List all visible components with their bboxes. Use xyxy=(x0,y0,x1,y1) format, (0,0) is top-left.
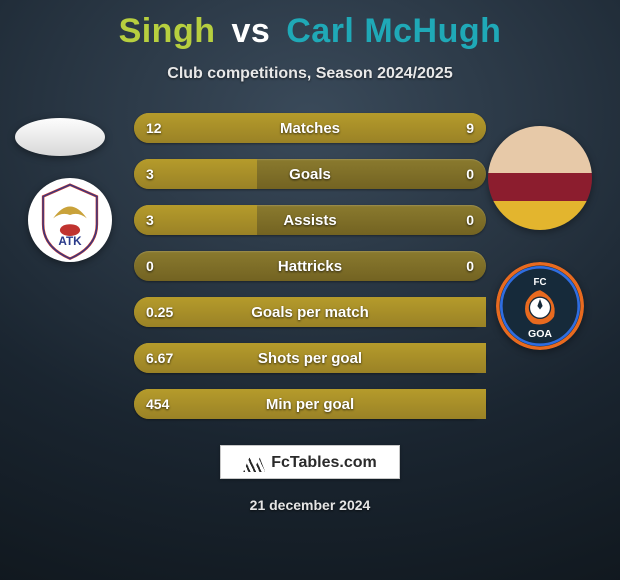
player1-photo xyxy=(15,118,105,156)
stat-label: Assists xyxy=(204,212,416,229)
brand-name: FcTables.com xyxy=(271,454,377,472)
stat-value-right: 0 xyxy=(416,212,486,228)
subtitle: Club competitions, Season 2024/2025 xyxy=(167,65,452,83)
stat-value-right: 0 xyxy=(416,258,486,274)
stat-label: Goals per match xyxy=(204,304,416,321)
svg-text:ATK: ATK xyxy=(58,235,82,248)
stat-label: Hattricks xyxy=(204,258,416,275)
stat-value-left: 3 xyxy=(134,212,204,228)
stat-row: 3Assists0 xyxy=(134,205,486,235)
svg-text:FC: FC xyxy=(534,277,547,288)
stat-value-left: 454 xyxy=(134,396,204,412)
player2-photo xyxy=(488,126,592,230)
brand-logo-icon xyxy=(243,454,265,472)
stat-value-right: 0 xyxy=(416,166,486,182)
footer-date: 21 december 2024 xyxy=(250,497,371,513)
stat-row: 0Hattricks0 xyxy=(134,251,486,281)
stat-row: 12Matches9 xyxy=(134,113,486,143)
stat-label: Shots per goal xyxy=(204,350,416,367)
stat-value-right: 9 xyxy=(416,120,486,136)
stat-value-left: 12 xyxy=(134,120,204,136)
stat-label: Matches xyxy=(204,120,416,137)
player2-club-logo: FC GOA xyxy=(496,262,584,350)
svg-text:GOA: GOA xyxy=(528,328,552,340)
stat-row: 454Min per goal xyxy=(134,389,486,419)
title-vs: vs xyxy=(231,12,270,50)
brand-badge[interactable]: FcTables.com xyxy=(220,445,400,479)
stat-value-left: 3 xyxy=(134,166,204,182)
stat-value-left: 0.25 xyxy=(134,304,204,320)
stat-value-left: 6.67 xyxy=(134,350,204,366)
stat-row: 0.25Goals per match xyxy=(134,297,486,327)
stat-row: 6.67Shots per goal xyxy=(134,343,486,373)
stat-label: Goals xyxy=(204,166,416,183)
title-player2: Carl McHugh xyxy=(286,12,501,50)
stat-label: Min per goal xyxy=(204,396,416,413)
stat-row: 3Goals0 xyxy=(134,159,486,189)
page-title: Singh vs Carl McHugh xyxy=(119,12,502,51)
stat-value-left: 0 xyxy=(134,258,204,274)
player1-club-logo: ATK xyxy=(28,178,112,262)
main-content: Singh vs Carl McHugh Club competitions, … xyxy=(0,0,620,580)
title-player1: Singh xyxy=(119,12,216,50)
comparison-bars: 12Matches93Goals03Assists00Hattricks00.2… xyxy=(134,113,486,419)
